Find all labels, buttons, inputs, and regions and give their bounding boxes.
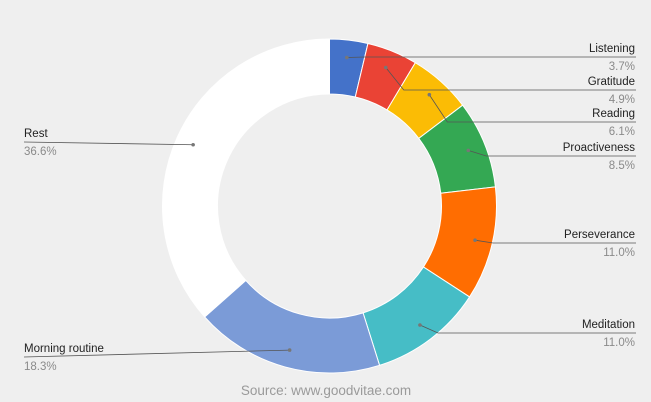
leader-line-proactiveness xyxy=(468,149,636,157)
leader-dot-listening xyxy=(345,55,349,60)
leader-line-listening xyxy=(346,56,636,58)
source-note: Source: www.goodvitae.com xyxy=(241,383,411,398)
value-listening: 3.7% xyxy=(609,61,635,73)
leader-line-perseverance xyxy=(474,239,636,244)
value-reading: 6.1% xyxy=(609,126,635,138)
leader-line-meditation xyxy=(419,324,636,334)
slice-rest xyxy=(162,38,330,318)
label-rest: Rest xyxy=(24,128,48,140)
value-morning-routine: 18.3% xyxy=(24,361,57,373)
leader-dot-rest xyxy=(191,142,195,147)
label-reading: Reading xyxy=(592,108,635,120)
leader-line-reading xyxy=(429,94,636,123)
label-proactiveness: Proactiveness xyxy=(563,142,635,154)
label-morning-routine: Morning routine xyxy=(24,343,104,355)
value-gratitude: 4.9% xyxy=(609,94,635,106)
leader-dot-gratitude xyxy=(383,65,388,70)
leader-dot-meditation xyxy=(418,323,422,327)
donut-slices xyxy=(162,38,497,374)
leader-dot-reading xyxy=(427,92,432,97)
value-rest: 36.6% xyxy=(24,146,57,158)
label-perseverance: Perseverance xyxy=(564,229,635,241)
label-gratitude: Gratitude xyxy=(588,76,635,88)
slice-labels: Listening 3.7% Gratitude 4.9% Reading 6.1% Pro… xyxy=(23,43,636,373)
leader-dot-perseverance xyxy=(473,238,477,242)
leader-dot-morning-routine xyxy=(287,348,292,352)
leader-dot-proactiveness xyxy=(466,148,471,153)
value-meditation: 11.0% xyxy=(603,337,635,349)
leader-line-morning-routine xyxy=(23,349,290,358)
label-listening: Listening xyxy=(589,43,635,55)
label-meditation: Meditation xyxy=(582,319,635,331)
leader-line-rest xyxy=(23,141,194,146)
value-perseverance: 11.0% xyxy=(603,247,635,259)
leader-line-gratitude xyxy=(385,67,636,91)
value-proactiveness: 8.5% xyxy=(609,160,635,172)
